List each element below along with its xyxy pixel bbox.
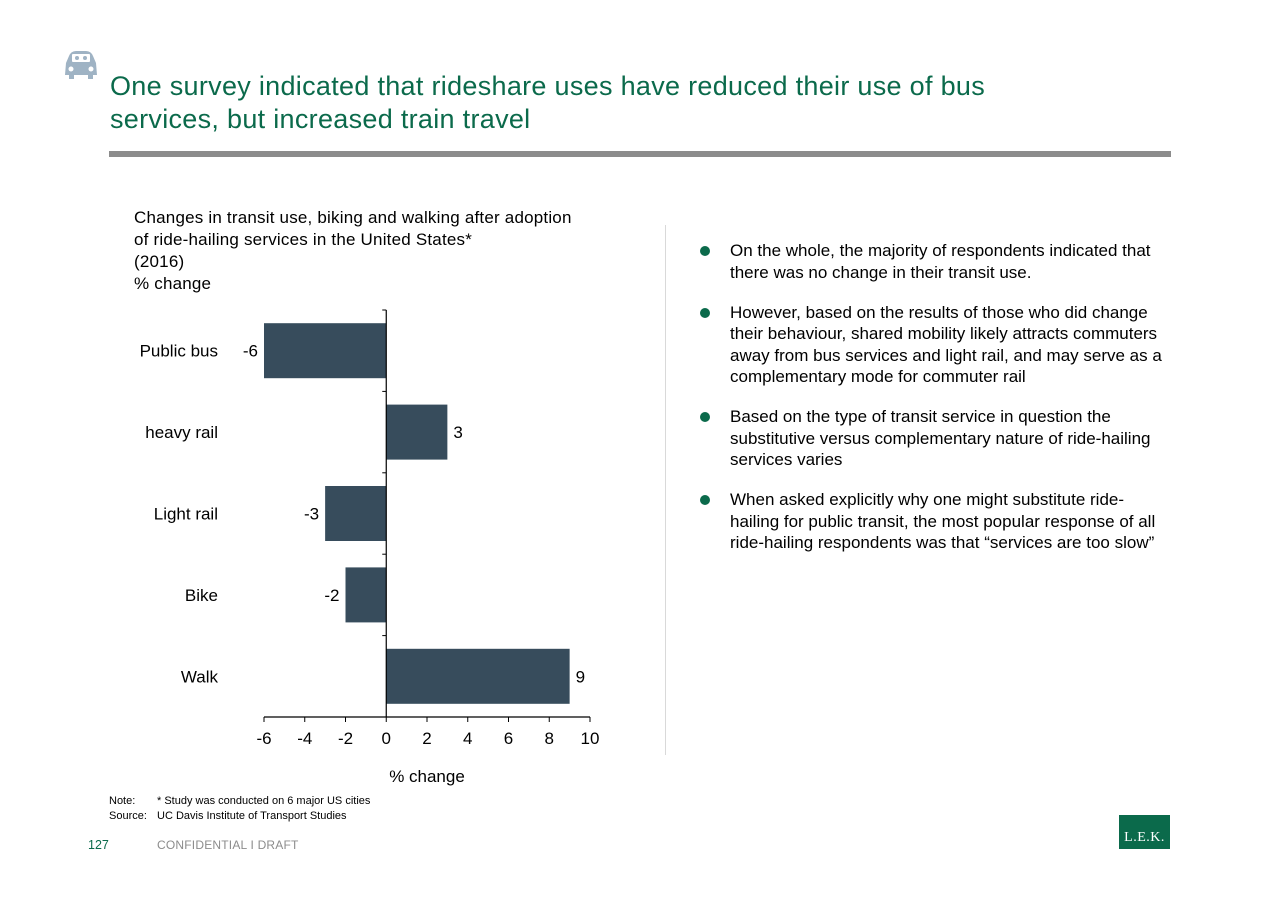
x-tick-label: 8 <box>545 729 554 748</box>
note-text: * Study was conducted on 6 major US citi… <box>157 795 371 807</box>
column-divider <box>665 225 666 755</box>
data-label: -2 <box>324 586 339 605</box>
category-label: heavy rail <box>145 423 218 442</box>
category-label: Public bus <box>140 342 218 361</box>
chart-title-line: of ride-hailing services in the United S… <box>134 230 473 249</box>
x-tick-label: -4 <box>297 729 312 748</box>
x-tick-label: 10 <box>581 729 600 748</box>
chart-title-line: (2016) <box>134 252 185 271</box>
logo-text: L.E.K. <box>1124 830 1165 845</box>
confidential-label: CONFIDENTIAL I DRAFT <box>157 838 299 852</box>
data-label: 9 <box>576 667 585 686</box>
data-label: -6 <box>243 342 258 361</box>
bar-chart: Public bus -6 heavy rail 3 Light rail -3 Bike -… <box>140 309 600 786</box>
bullet-text: When asked explicitly why one might subs… <box>730 490 1156 552</box>
source-label: Source: <box>109 810 147 822</box>
bar <box>325 486 387 541</box>
data-label: -3 <box>304 505 319 524</box>
data-label: 3 <box>453 423 462 442</box>
source-line: Source: UC Davis Institute of Transport S… <box>109 809 370 824</box>
bullet-item: When asked explicitly why one might subs… <box>698 489 1168 554</box>
bullet-text: However, based on the results of those w… <box>730 302 1162 387</box>
chart-title: Changes in transit use, biking and walki… <box>134 207 654 295</box>
bullet-dot-icon <box>700 412 710 422</box>
bullet-dot-icon <box>700 307 710 318</box>
bullet-dot-icon <box>700 495 710 505</box>
x-tick-label: -6 <box>256 729 271 748</box>
title-divider <box>109 151 1171 157</box>
bar <box>386 404 448 460</box>
bullet-item: On the whole, the majority of respondent… <box>698 240 1168 283</box>
x-tick-label: -2 <box>338 729 353 748</box>
chart-title-line: Changes in transit use, biking and walki… <box>134 208 572 227</box>
car-icon <box>65 51 97 79</box>
category-label: Walk <box>181 667 219 686</box>
bullet-text: On the whole, the majority of respondent… <box>730 241 1151 282</box>
category-label: Bike <box>185 586 218 605</box>
bullet-item: Based on the type of transit service in … <box>698 406 1168 471</box>
lek-logo: L.E.K. <box>1119 815 1170 849</box>
bar <box>264 323 387 379</box>
page-title: One survey indicated that rideshare uses… <box>110 70 1110 136</box>
page-number: 127 <box>88 838 109 852</box>
bar <box>386 648 570 704</box>
page-title-line-2: services, but increased train travel <box>110 104 531 134</box>
bar <box>345 567 387 623</box>
bullet-list: On the whole, the majority of respondent… <box>698 240 1168 572</box>
bullet-item: However, based on the results of those w… <box>698 302 1168 388</box>
x-tick-label: 6 <box>504 729 513 748</box>
bullet-text: Based on the type of transit service in … <box>730 407 1151 469</box>
footnotes: Note: * Study was conducted on 6 major US… <box>109 794 370 824</box>
source-text: UC Davis Institute of Transport Studies <box>157 810 347 822</box>
x-tick-label: 0 <box>382 729 391 748</box>
chart-unit-label: % change <box>134 274 212 293</box>
page-title-line-1: One survey indicated that rideshare uses… <box>110 71 986 101</box>
category-label: Light rail <box>154 505 218 524</box>
x-tick-label: 4 <box>463 729 472 748</box>
note-label: Note: <box>109 795 136 807</box>
bullet-dot-icon <box>700 246 710 256</box>
note-line: Note: * Study was conducted on 6 major US… <box>109 794 370 809</box>
x-axis-title: % change <box>389 767 465 786</box>
x-tick-label: 2 <box>422 729 431 748</box>
